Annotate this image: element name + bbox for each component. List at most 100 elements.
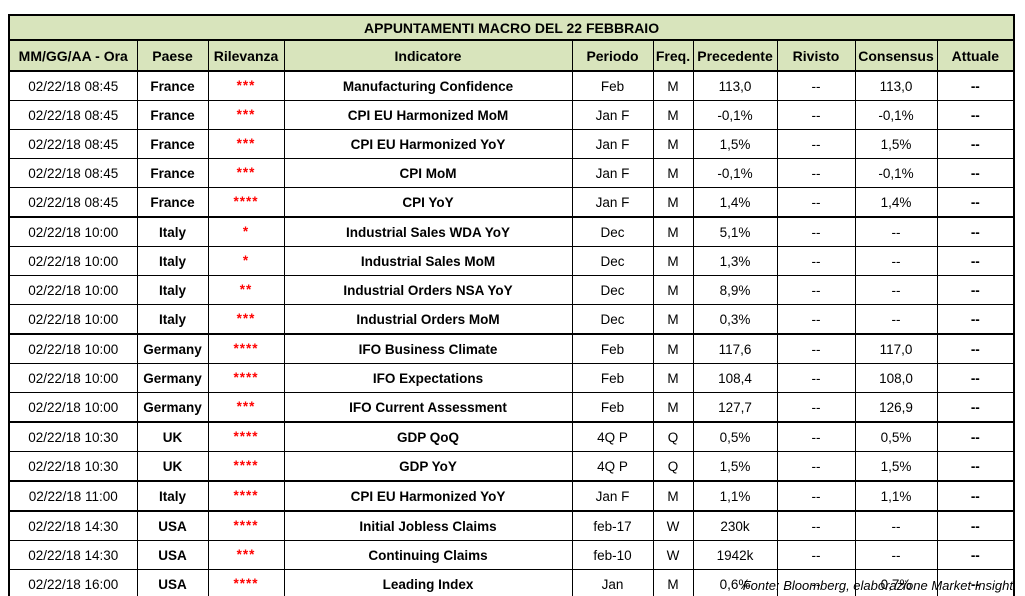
cell-actual: --: [936, 451, 1015, 482]
cell-indicator: GDP QoQ: [283, 421, 573, 452]
cell-actual: --: [936, 187, 1015, 218]
table-row: 02/22/18 10:00 Germany **** IFO Expectat…: [8, 363, 1015, 393]
cell-relevance-stars: *: [207, 246, 285, 276]
column-header-indicator: Indicatore: [283, 39, 573, 72]
cell-datetime: 02/22/18 10:00: [8, 246, 138, 276]
cell-relevance-stars: ***: [207, 392, 285, 423]
cell-frequency: M: [652, 480, 694, 512]
cell-datetime: 02/22/18 08:45: [8, 100, 138, 130]
cell-period: Jan F: [571, 480, 654, 512]
cell-revised: --: [776, 451, 856, 482]
cell-indicator: CPI MoM: [283, 158, 573, 188]
table-row: 02/22/18 10:00 Italy *** Industrial Orde…: [8, 304, 1015, 335]
table-row: 02/22/18 10:00 Germany **** IFO Business…: [8, 333, 1015, 364]
cell-indicator: CPI EU Harmonized YoY: [283, 129, 573, 159]
cell-actual: --: [936, 246, 1015, 276]
cell-revised: --: [776, 392, 856, 423]
cell-revised: --: [776, 216, 856, 247]
cell-actual: --: [936, 275, 1015, 305]
cell-actual: --: [936, 540, 1015, 570]
cell-country: UK: [136, 451, 209, 482]
cell-frequency: M: [652, 158, 694, 188]
cell-actual: --: [936, 158, 1015, 188]
cell-revised: --: [776, 275, 856, 305]
cell-datetime: 02/22/18 08:45: [8, 129, 138, 159]
cell-consensus: 1,5%: [854, 129, 938, 159]
cell-indicator: CPI EU Harmonized YoY: [283, 480, 573, 512]
cell-relevance-stars: ****: [207, 569, 285, 596]
cell-period: Feb: [571, 363, 654, 393]
column-header-period: Periodo: [571, 39, 654, 72]
table-title: APPUNTAMENTI MACRO DEL 22 FEBBRAIO: [8, 14, 1015, 41]
cell-country: France: [136, 70, 209, 101]
cell-indicator: Industrial Orders NSA YoY: [283, 275, 573, 305]
cell-frequency: W: [652, 510, 694, 541]
cell-datetime: 02/22/18 10:00: [8, 304, 138, 335]
cell-actual: --: [936, 333, 1015, 364]
cell-revised: --: [776, 158, 856, 188]
cell-country: USA: [136, 540, 209, 570]
cell-country: Germany: [136, 363, 209, 393]
cell-datetime: 02/22/18 10:30: [8, 421, 138, 452]
cell-consensus: --: [854, 540, 938, 570]
cell-consensus: --: [854, 304, 938, 335]
cell-period: Dec: [571, 216, 654, 247]
cell-indicator: IFO Business Climate: [283, 333, 573, 364]
table-row: 02/22/18 16:00 USA **** Leading Index Ja…: [8, 569, 1015, 596]
cell-consensus: --: [854, 510, 938, 541]
column-header-datetime: MM/GG/AA - Ora: [8, 39, 138, 72]
column-header-frequency: Freq.: [652, 39, 694, 72]
cell-relevance-stars: ***: [207, 158, 285, 188]
cell-revised: --: [776, 304, 856, 335]
cell-datetime: 02/22/18 10:00: [8, 363, 138, 393]
table-header-row: MM/GG/AA - Ora Paese Rilevanza Indicator…: [8, 39, 1015, 72]
cell-previous: 1,4%: [692, 187, 778, 218]
cell-relevance-stars: ****: [207, 480, 285, 512]
cell-consensus: 117,0: [854, 333, 938, 364]
cell-actual: --: [936, 569, 1015, 596]
cell-datetime: 02/22/18 08:45: [8, 70, 138, 101]
cell-consensus: --: [854, 275, 938, 305]
cell-revised: --: [776, 129, 856, 159]
cell-previous: 1942k: [692, 540, 778, 570]
cell-period: Dec: [571, 304, 654, 335]
cell-previous: 0,6%: [692, 569, 778, 596]
cell-revised: --: [776, 540, 856, 570]
cell-indicator: Industrial Sales MoM: [283, 246, 573, 276]
cell-revised: --: [776, 70, 856, 101]
cell-frequency: M: [652, 129, 694, 159]
cell-relevance-stars: ***: [207, 129, 285, 159]
cell-frequency: Q: [652, 421, 694, 452]
table-row: 02/22/18 10:30 UK **** GDP QoQ 4Q P Q 0,…: [8, 421, 1015, 452]
cell-indicator: IFO Current Assessment: [283, 392, 573, 423]
cell-datetime: 02/22/18 10:00: [8, 392, 138, 423]
cell-period: Jan F: [571, 158, 654, 188]
table-row: 02/22/18 08:45 France *** CPI EU Harmoni…: [8, 100, 1015, 130]
cell-frequency: Q: [652, 451, 694, 482]
cell-country: USA: [136, 569, 209, 596]
cell-indicator: Industrial Orders MoM: [283, 304, 573, 335]
cell-previous: 108,4: [692, 363, 778, 393]
cell-relevance-stars: *: [207, 216, 285, 247]
cell-country: Italy: [136, 275, 209, 305]
cell-indicator: Continuing Claims: [283, 540, 573, 570]
cell-consensus: 1,4%: [854, 187, 938, 218]
cell-previous: 1,5%: [692, 451, 778, 482]
cell-country: Germany: [136, 392, 209, 423]
cell-country: USA: [136, 510, 209, 541]
cell-indicator: Leading Index: [283, 569, 573, 596]
cell-frequency: M: [652, 187, 694, 218]
cell-frequency: M: [652, 70, 694, 101]
table-row: 02/22/18 08:45 France **** CPI YoY Jan F…: [8, 187, 1015, 218]
cell-frequency: M: [652, 392, 694, 423]
cell-previous: 8,9%: [692, 275, 778, 305]
cell-actual: --: [936, 421, 1015, 452]
cell-period: Jan F: [571, 129, 654, 159]
table-row: 02/22/18 14:30 USA **** Initial Jobless …: [8, 510, 1015, 541]
cell-consensus: --: [854, 216, 938, 247]
cell-indicator: Initial Jobless Claims: [283, 510, 573, 541]
cell-relevance-stars: ****: [207, 510, 285, 541]
table-row: 02/22/18 08:45 France *** Manufacturing …: [8, 70, 1015, 101]
cell-consensus: 126,9: [854, 392, 938, 423]
